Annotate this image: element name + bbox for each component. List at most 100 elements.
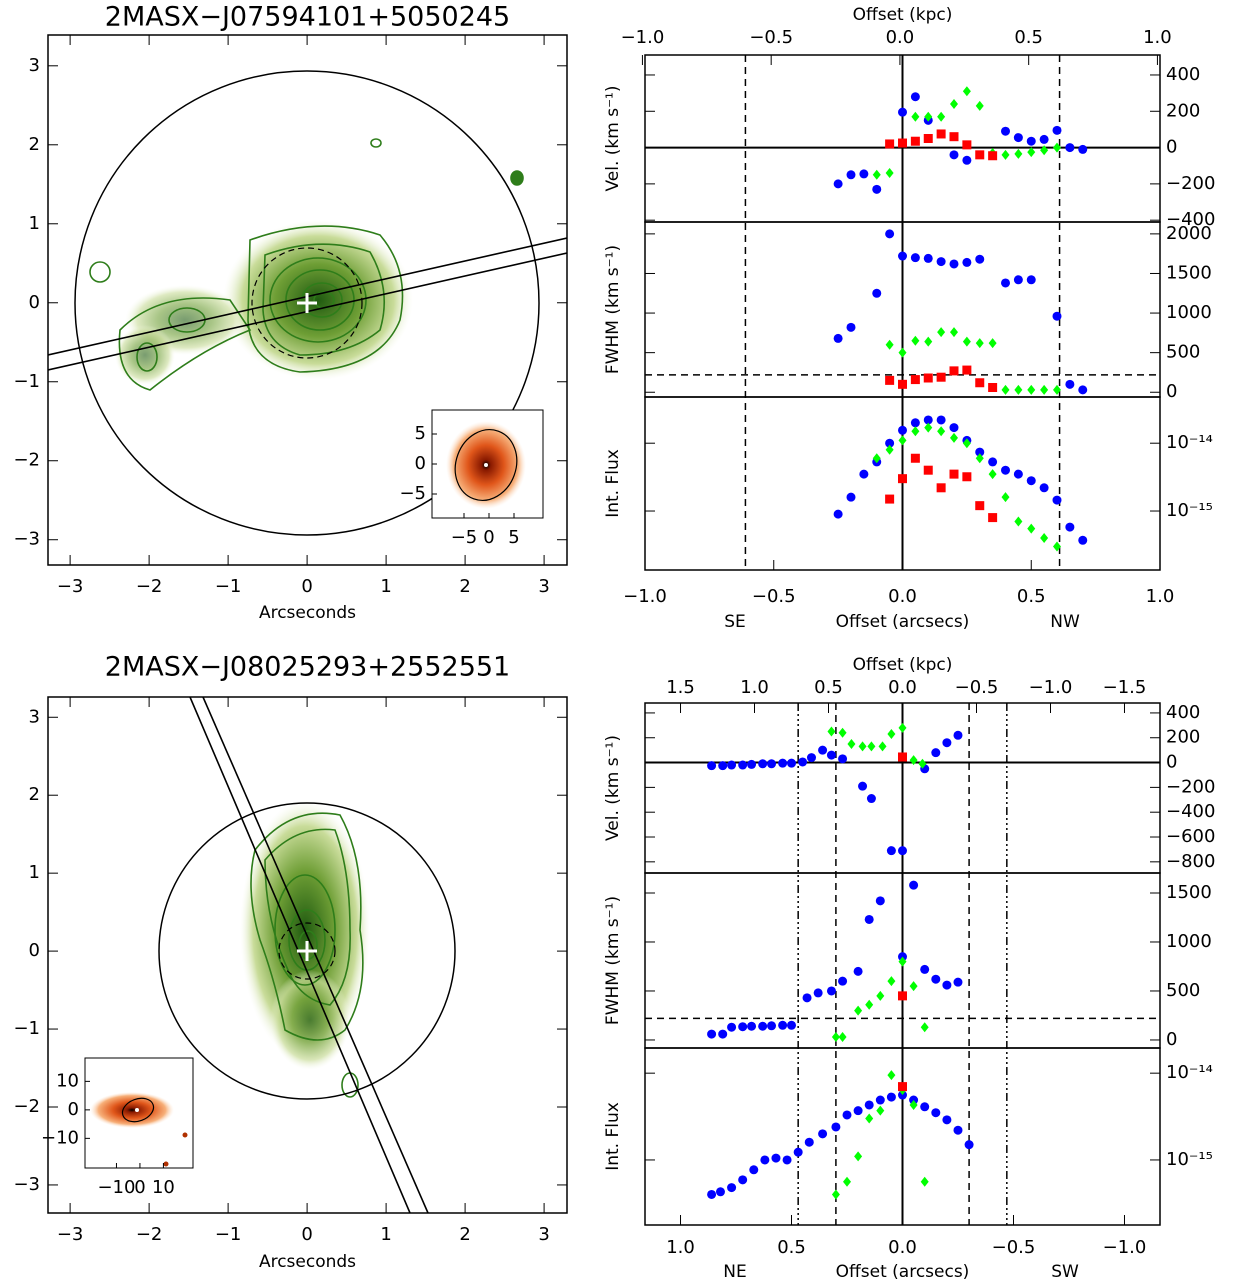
- data-point: [962, 365, 972, 375]
- data-point: [707, 761, 717, 771]
- data-point: [843, 1176, 852, 1187]
- y-tick-label: 1: [29, 213, 40, 234]
- x-tick-label: −0.5: [992, 1237, 1036, 1258]
- x-tick-label: −1: [215, 1224, 242, 1245]
- data-point: [920, 1102, 930, 1112]
- y-axis-label: Int. Flux: [603, 1102, 623, 1171]
- x-tick-label: 1: [380, 1224, 391, 1245]
- data-point: [898, 435, 907, 446]
- kinematics-panel: Offset (kpc) Offset (arcsecs) NE SW 1.0 0.5 0.…: [603, 655, 1215, 1282]
- data-point: [910, 92, 920, 102]
- data-point: [831, 1189, 840, 1200]
- y-tick-label: 500: [1166, 980, 1200, 1001]
- x-tick-label: −1: [215, 576, 242, 597]
- data-point: [778, 758, 788, 768]
- data-point: [920, 964, 930, 974]
- data-point: [827, 726, 836, 737]
- y-axis-label: FWHM (km s⁻¹): [603, 896, 623, 1025]
- x-tick-label: 0.5: [777, 1237, 806, 1258]
- data-point: [846, 322, 856, 332]
- inset-y-tick-label: 10: [56, 1070, 79, 1091]
- data-point: [936, 372, 946, 382]
- data-point: [727, 1183, 737, 1193]
- y-tick-label: 3: [29, 706, 40, 727]
- y-tick-label: −600: [1166, 826, 1215, 847]
- data-point: [749, 1165, 759, 1175]
- data-point: [1078, 535, 1088, 545]
- data-point: [872, 184, 882, 194]
- data-point: [988, 469, 997, 480]
- data-point: [831, 1032, 840, 1043]
- data-point: [909, 981, 918, 992]
- data-point: [842, 1110, 852, 1120]
- x-tick-label: 0.0: [888, 1237, 917, 1258]
- data-point: [1001, 384, 1010, 395]
- data-point: [942, 738, 952, 748]
- y-tick-label: −800: [1166, 851, 1215, 872]
- data-point: [923, 373, 933, 383]
- y-tick-label: −400: [1166, 209, 1215, 230]
- data-point: [898, 251, 907, 261]
- data-point: [846, 492, 856, 502]
- data-point: [718, 761, 728, 771]
- data-point: [886, 1092, 896, 1102]
- x2-tick-label: −1.5: [1103, 677, 1147, 698]
- data-point: [854, 1005, 863, 1016]
- data-point: [738, 1175, 748, 1185]
- data-point: [911, 111, 920, 122]
- data-point: [826, 986, 836, 996]
- y-tick-label: 2000: [1166, 223, 1212, 244]
- inset-y-tick-label: 0: [68, 1099, 79, 1120]
- data-point: [1040, 533, 1049, 544]
- x-tick-label: 2: [459, 1224, 470, 1245]
- data-point: [975, 447, 985, 457]
- data-point: [1053, 142, 1061, 153]
- y-tick-label: 1000: [1166, 931, 1212, 952]
- data-point: [949, 366, 959, 376]
- y-tick-label: 200: [1166, 727, 1200, 748]
- inset-x-tick-label: 0: [134, 1177, 145, 1198]
- data-point: [1053, 541, 1061, 552]
- data-point: [937, 111, 946, 122]
- data-point: [885, 444, 894, 455]
- data-point: [950, 327, 958, 338]
- x2-tick-label: −0.5: [749, 27, 793, 48]
- inset-y-tick-label: −5: [399, 483, 426, 504]
- data-point: [920, 1022, 929, 1033]
- inset-y-tick-label: −10: [41, 1127, 79, 1148]
- data-point: [898, 752, 907, 762]
- data-point: [872, 169, 881, 180]
- data-point: [715, 1187, 725, 1197]
- data-point: [988, 151, 998, 161]
- y-tick-label: −1: [13, 1018, 40, 1039]
- data-point: [866, 794, 876, 804]
- y-tick-label: 1500: [1166, 882, 1212, 903]
- data-point: [738, 1022, 748, 1032]
- data-point: [949, 259, 959, 269]
- data-point: [920, 1176, 929, 1187]
- data-point: [1052, 311, 1062, 321]
- data-point: [949, 132, 959, 142]
- inset-x-tick-label: −5: [451, 527, 478, 548]
- data-point: [1040, 145, 1049, 156]
- data-point: [910, 418, 920, 428]
- data-point: [898, 474, 907, 484]
- data-point: [962, 438, 971, 449]
- x-tick-label: −3: [57, 1224, 84, 1245]
- direction-label: NW: [1050, 612, 1080, 632]
- data-point: [707, 1029, 717, 1039]
- data-point: [988, 457, 998, 467]
- y-tick-label: 2: [29, 784, 40, 805]
- data-point: [975, 338, 984, 349]
- data-point: [1014, 384, 1023, 395]
- kinematics-panel: Offset (kpc) Offset (arcsecs) SE NW −1.0 −0.5…: [603, 5, 1215, 632]
- data-point: [910, 453, 920, 463]
- x-tick-label: −1.0: [623, 586, 667, 607]
- x-tick-label: 2: [459, 576, 470, 597]
- x-tick-label: −2: [136, 576, 163, 597]
- x-tick-label: −3: [57, 576, 84, 597]
- x-axis-label: Arcseconds: [259, 603, 356, 623]
- data-point: [782, 1155, 792, 1165]
